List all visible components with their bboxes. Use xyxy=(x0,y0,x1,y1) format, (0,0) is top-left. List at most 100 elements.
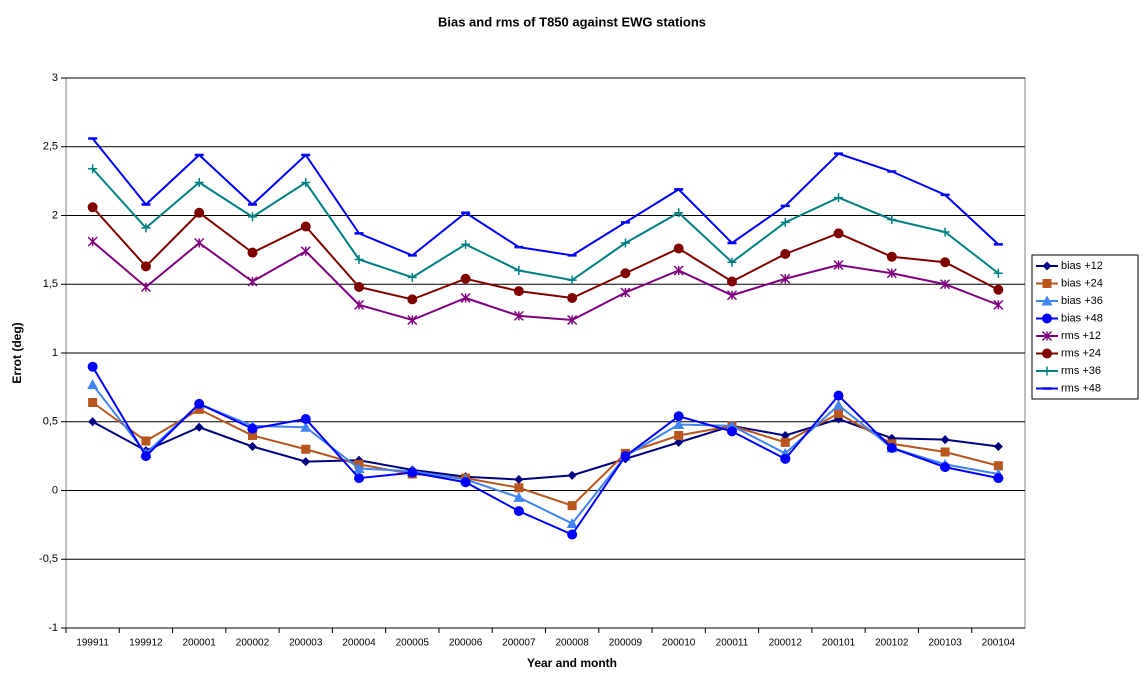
marker xyxy=(514,266,524,275)
marker xyxy=(87,202,98,213)
marker xyxy=(354,473,365,484)
marker xyxy=(513,286,524,297)
marker xyxy=(727,257,737,267)
legend-label: rms +36 xyxy=(1061,365,1101,377)
marker xyxy=(247,442,257,451)
marker xyxy=(194,404,204,414)
x-tick-label: 199911 xyxy=(76,638,109,649)
marker xyxy=(780,217,790,227)
marker xyxy=(194,237,205,249)
y-tick-label: -1 xyxy=(48,622,58,634)
marker xyxy=(1042,313,1052,324)
marker xyxy=(513,310,524,321)
series-line xyxy=(92,401,999,507)
marker xyxy=(513,506,524,517)
marker xyxy=(194,178,204,187)
marker xyxy=(300,414,311,424)
marker xyxy=(247,423,258,434)
marker xyxy=(726,290,738,301)
marker xyxy=(780,249,791,259)
x-axis-label: Year and month xyxy=(527,656,617,670)
marker xyxy=(833,259,844,271)
marker xyxy=(567,293,578,303)
marker xyxy=(87,379,99,390)
marker xyxy=(993,299,1004,310)
marker xyxy=(407,272,417,282)
marker xyxy=(514,475,524,484)
marker xyxy=(140,451,151,462)
x-tick-label: 200004 xyxy=(342,638,376,649)
marker xyxy=(726,426,737,437)
y-tick-label: 2,5 xyxy=(43,141,58,153)
marker xyxy=(673,265,684,276)
marker xyxy=(673,419,685,429)
marker xyxy=(993,461,1003,471)
legend-label: rms +24 xyxy=(1061,347,1101,359)
marker xyxy=(141,436,151,446)
marker xyxy=(247,431,257,440)
x-tick-label: 200002 xyxy=(236,638,270,649)
marker xyxy=(1042,279,1052,288)
marker xyxy=(940,447,950,457)
marker xyxy=(141,223,151,233)
marker xyxy=(460,477,471,488)
legend-label: bias +12 xyxy=(1061,260,1103,272)
marker xyxy=(993,442,1003,451)
y-axis-label: Errot (deg) xyxy=(10,322,24,383)
marker xyxy=(940,257,951,268)
marker xyxy=(460,273,471,284)
marker xyxy=(300,246,311,257)
marker xyxy=(194,422,204,432)
marker xyxy=(1041,330,1053,342)
marker xyxy=(140,281,151,293)
marker xyxy=(834,193,844,203)
marker xyxy=(673,411,684,422)
marker xyxy=(673,243,684,254)
y-tick-label: 2 xyxy=(52,209,58,221)
marker xyxy=(940,435,950,445)
series-line xyxy=(91,168,999,282)
marker xyxy=(886,442,897,453)
series-line xyxy=(91,366,999,536)
x-tick-label: 200011 xyxy=(716,638,749,649)
series-line xyxy=(91,240,999,322)
marker xyxy=(674,208,684,218)
marker xyxy=(194,398,205,409)
marker xyxy=(567,275,577,285)
marker xyxy=(993,268,1003,278)
marker xyxy=(567,470,577,480)
x-tick-label: 200104 xyxy=(982,638,1016,649)
marker xyxy=(514,483,524,493)
marker xyxy=(833,228,844,239)
marker xyxy=(566,518,578,528)
series-line xyxy=(92,417,999,481)
marker xyxy=(567,314,578,326)
marker xyxy=(833,399,845,410)
legend-label: bias +36 xyxy=(1061,295,1103,307)
marker xyxy=(780,273,791,284)
marker xyxy=(620,287,631,298)
x-tick-label: 200006 xyxy=(449,638,483,649)
marker xyxy=(833,390,844,401)
marker xyxy=(247,276,258,287)
marker xyxy=(567,529,578,540)
x-tick-label: 200003 xyxy=(289,638,323,649)
x-tick-label: 200101 xyxy=(822,638,856,649)
marker xyxy=(194,207,205,218)
marker xyxy=(87,361,98,372)
marker xyxy=(674,431,684,440)
marker xyxy=(407,314,418,326)
marker xyxy=(247,212,257,222)
marker xyxy=(300,421,312,432)
series-line xyxy=(91,137,1000,257)
legend-label: bias +24 xyxy=(1061,277,1103,289)
marker xyxy=(461,239,471,249)
series-line xyxy=(91,206,999,301)
marker xyxy=(674,437,684,447)
marker xyxy=(834,409,844,418)
marker xyxy=(1042,348,1052,359)
marker xyxy=(886,251,897,262)
marker xyxy=(407,467,418,478)
marker xyxy=(993,284,1004,295)
